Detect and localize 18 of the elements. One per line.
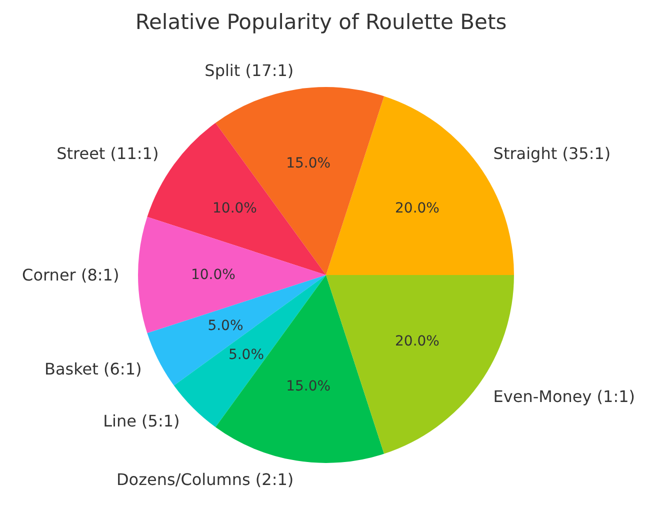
data-label: 20.0% — [395, 200, 440, 217]
slice-label: Straight (35:1) — [493, 144, 611, 163]
slice-label: Split (17:1) — [204, 61, 294, 80]
slice-label: Line (5:1) — [103, 412, 180, 431]
slice-label: Dozens/Columns (2:1) — [116, 470, 294, 489]
slice-label: Street (11:1) — [56, 144, 159, 163]
data-label: 15.0% — [286, 378, 331, 394]
pie-slice — [138, 216, 326, 334]
slice-label: Corner (8:1) — [22, 266, 120, 284]
data-label: 5.0% — [228, 346, 264, 363]
chart-title: Relative Popularity of Roulette Bets — [135, 10, 507, 34]
data-label: 10.0% — [212, 200, 257, 217]
slice-label: Basket (6:1) — [44, 359, 142, 378]
slice-label: Even-Money (1:1) — [493, 387, 636, 406]
data-label: 20.0% — [395, 333, 440, 350]
data-label: 10.0% — [190, 267, 236, 283]
data-label: 5.0% — [208, 318, 244, 334]
data-label: 15.0% — [286, 156, 331, 172]
